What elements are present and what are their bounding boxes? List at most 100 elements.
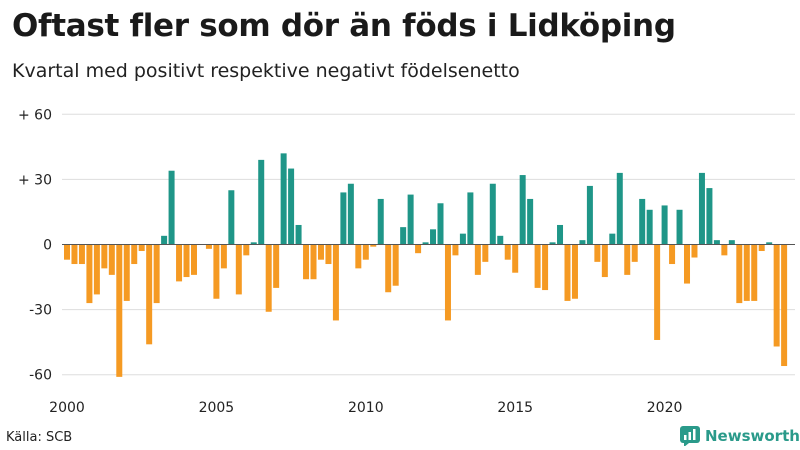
bar [213, 244, 220, 299]
bar [444, 244, 451, 321]
y-tick-labels: + 60 + 30 0 -30 -60 [18, 107, 52, 383]
bar [482, 244, 489, 262]
bar [288, 168, 295, 245]
bar [624, 244, 631, 275]
bar [355, 244, 362, 269]
bar [347, 183, 354, 245]
bar [86, 244, 93, 304]
x-tick-label: 2000 [49, 400, 85, 416]
chart-logo-icon [680, 426, 700, 446]
bar [131, 244, 138, 265]
y-tick-label: + 30 [18, 172, 52, 188]
bar [303, 244, 310, 280]
bar [646, 209, 653, 245]
bar [743, 244, 750, 301]
bar [616, 172, 623, 245]
bar [64, 244, 70, 260]
bar [190, 244, 197, 275]
bar [183, 244, 190, 278]
bar [325, 244, 332, 265]
bar [407, 194, 414, 245]
bar [310, 244, 317, 280]
bar [751, 244, 758, 301]
bar [474, 244, 481, 275]
bar [676, 209, 683, 245]
bar [609, 233, 616, 245]
bar [437, 203, 444, 245]
bar [101, 244, 108, 269]
brand-name: Newsworthy [705, 427, 800, 445]
y-tick-label: -30 [29, 303, 52, 319]
bar [467, 192, 474, 245]
bar [78, 244, 85, 265]
bar [669, 244, 676, 265]
bar [527, 198, 534, 245]
bar [684, 244, 691, 284]
bar [258, 159, 265, 245]
chart-subtitle: Kvartal med positivt respektive negativt… [12, 60, 520, 82]
bar [452, 244, 459, 256]
bar [661, 205, 668, 245]
bar [220, 244, 227, 269]
bar [168, 170, 175, 245]
bar [123, 244, 130, 301]
bar [706, 188, 713, 245]
bar [721, 244, 728, 256]
chart-title: Oftast fler som dör än föds i Lidköping [12, 8, 676, 44]
bar [108, 244, 115, 275]
bar [280, 153, 287, 245]
bar [332, 244, 339, 321]
bar [571, 244, 578, 299]
x-tick-labels: 2000 2005 2010 2015 2020 [49, 400, 682, 416]
bar [273, 244, 280, 288]
bar [758, 244, 765, 252]
bar [370, 244, 377, 247]
bar [564, 244, 571, 301]
bar [176, 244, 183, 282]
x-tick-label: 2005 [199, 400, 235, 416]
bar [691, 244, 698, 258]
bar [601, 244, 608, 278]
bar [728, 240, 735, 245]
grid-lines [62, 113, 795, 376]
bar [504, 244, 511, 260]
bar [362, 244, 369, 260]
bar [773, 244, 780, 347]
bar [497, 235, 504, 245]
bar [534, 244, 541, 288]
bar [235, 244, 242, 295]
bar [295, 224, 302, 245]
bar [243, 244, 250, 256]
bar [400, 227, 407, 245]
bar [153, 244, 160, 304]
bar [766, 242, 773, 245]
bar [93, 244, 100, 295]
bars [64, 153, 788, 377]
bar [459, 233, 466, 245]
y-tick-label: -60 [29, 368, 52, 384]
x-tick-label: 2020 [647, 400, 683, 416]
y-tick-label: 0 [43, 238, 52, 254]
bar [594, 244, 601, 262]
bar [146, 244, 153, 345]
bar [586, 185, 593, 245]
x-tick-label: 2010 [348, 400, 384, 416]
bar [161, 235, 168, 245]
bar [116, 244, 123, 377]
bar [392, 244, 399, 286]
bar [422, 242, 429, 245]
bar [781, 244, 788, 367]
bar [736, 244, 743, 304]
bar [489, 183, 496, 245]
bar [250, 242, 257, 245]
bar [579, 240, 586, 245]
bar [713, 240, 720, 245]
bar [317, 244, 324, 260]
bar [519, 175, 526, 245]
bar [71, 244, 78, 265]
bar [228, 190, 235, 245]
bar [265, 244, 272, 312]
bar [430, 229, 437, 245]
brand-logo[interactable]: Newsworthy [680, 426, 800, 446]
